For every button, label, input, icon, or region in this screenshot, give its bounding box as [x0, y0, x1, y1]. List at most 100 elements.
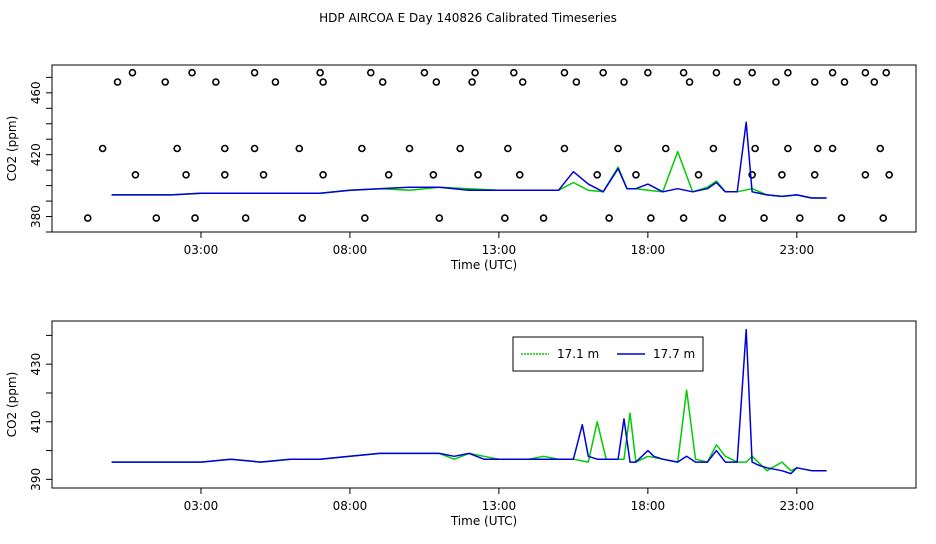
panel1-calibration-point [468, 78, 476, 86]
panel1-calibration-point [694, 170, 703, 179]
panel1-calibration-point [173, 144, 181, 153]
panel1-calibration-point [539, 214, 548, 222]
panel1-calibration-point [504, 144, 512, 153]
panel1-calibration-point [644, 68, 652, 77]
panel1-calibration-point [620, 78, 628, 86]
panel1-calibration-point [241, 214, 250, 222]
panel1-calibration-point [685, 78, 694, 86]
panel1-calibration-point [778, 170, 786, 179]
panel1-calibration-point [861, 170, 870, 179]
panel1-calibration-point [509, 68, 518, 77]
panel2-x-tick-label: 18:00 [631, 499, 666, 513]
panel1-calibration-point [182, 170, 190, 179]
panel1-calibration-point [614, 144, 622, 153]
panel1-calibration-point [712, 68, 721, 77]
panel1-calibration-point [709, 144, 718, 153]
panel1-calibration-point [128, 68, 137, 77]
panel1-calibration-point [879, 214, 888, 222]
panel1-calibration-point [733, 78, 742, 86]
panel1-calibration-point [212, 78, 220, 86]
panel1-calibration-point [632, 170, 640, 179]
panel1-calibration-point [113, 78, 122, 86]
panel2-y-axis-label: CO2 (ppm) [5, 372, 19, 438]
panel2-x-tick-label: 03:00 [184, 499, 219, 513]
panel1-calibration-point [420, 68, 429, 77]
panel1-calibration-point [837, 214, 846, 222]
panel1-calibration-point [250, 68, 259, 77]
panel1-x-tick-label: 08:00 [333, 243, 368, 257]
panel1-calibration-point [259, 170, 268, 179]
panel1-y-tick-label: 420 [29, 143, 43, 166]
panel2-legend-label: 17.1 m [557, 347, 599, 361]
panel1-calibration-point [810, 170, 819, 179]
panel1-calibration-point [378, 78, 387, 86]
panel1-calibration-point [515, 170, 524, 179]
panel1-calibration-point [870, 78, 879, 86]
panel2-series-line-blue [111, 328, 827, 475]
panel1-calibration-point [435, 214, 444, 222]
panel1-calibration-point [661, 144, 670, 153]
panel1-calibration-point [560, 144, 569, 153]
panel2-y-tick-label: 410 [29, 410, 43, 433]
panel1-series-line-blue [111, 121, 827, 199]
panel1-calibration-point [828, 144, 837, 153]
panel1-calibration-point [593, 170, 602, 179]
panel1-calibration-point [861, 68, 870, 77]
panel1-plot-frame [51, 64, 917, 233]
panel1-calibration-point [605, 214, 613, 222]
panel1-calibration-point [784, 144, 792, 153]
panel1-calibration-point [319, 170, 327, 179]
panel1-calibration-point [295, 144, 304, 153]
panel1-calibration-point [152, 214, 161, 222]
panel1-calibration-point [188, 68, 196, 77]
panel1-calibration-point [810, 78, 819, 86]
panel1-y-axis-label: CO2 (ppm) [5, 116, 19, 182]
panel1-calibration-point [748, 68, 756, 77]
panel1-calibration-point [647, 214, 655, 222]
panel1-calibration-point [748, 170, 756, 179]
panel1-x-tick-label: 13:00 [482, 243, 517, 257]
panel1-calibration-point [456, 144, 464, 153]
panel1-calibration-point [384, 170, 393, 179]
panel2-legend-label: 17.7 m [653, 347, 695, 361]
panel2-x-axis-label: Time (UTC) [450, 514, 517, 528]
panel2-x-tick-label: 13:00 [482, 499, 517, 513]
panel1-calibration-point [316, 68, 324, 77]
panel1-calibration-point [813, 144, 822, 153]
panel1-calibration-point [405, 144, 414, 153]
panel2-y-tick-label: 390 [29, 468, 43, 491]
page-title: HDP AIRCOA E Day 140826 Calibrated Times… [319, 11, 617, 25]
panel1-calibration-point [572, 78, 581, 86]
panel1-calibration-point [784, 68, 792, 77]
panel1-calibration-point [882, 68, 891, 77]
panel1-calibration-point [796, 214, 804, 222]
panel1-calibration-point [432, 78, 441, 86]
panel1-calibration-point [429, 170, 438, 179]
panel1-calibration-point [518, 78, 527, 86]
panel1-calibration-point [560, 68, 569, 77]
panel1-calibration-point [83, 214, 92, 222]
panel1-calibration-point [876, 144, 885, 153]
panel1-calibration-point [840, 78, 849, 86]
panel1-calibration-point [885, 170, 893, 179]
panel1-calibration-point [131, 170, 140, 179]
panel1-calibration-point [298, 214, 307, 222]
panel1-calibration-point [271, 78, 280, 86]
panel1-calibration-point [760, 214, 768, 222]
panel1-calibration-point [718, 214, 727, 222]
panel1-calibration-point [679, 214, 688, 222]
panel1-calibration-point [161, 78, 170, 86]
panel2-x-tick-label: 08:00 [333, 499, 368, 513]
panel2-legend-box [512, 336, 704, 372]
panel1-calibration-point [191, 214, 199, 222]
panel1-calibration-point [474, 170, 482, 179]
panel1-calibration-point [250, 144, 259, 153]
panel2-y-tick-label: 430 [29, 353, 43, 376]
panel1-calibration-point [679, 68, 688, 77]
panel2-plot-frame [51, 320, 917, 489]
panel1-calibration-point [221, 144, 229, 153]
panel1-calibration-point [98, 144, 107, 153]
panel1-y-tick-label: 460 [29, 81, 43, 104]
